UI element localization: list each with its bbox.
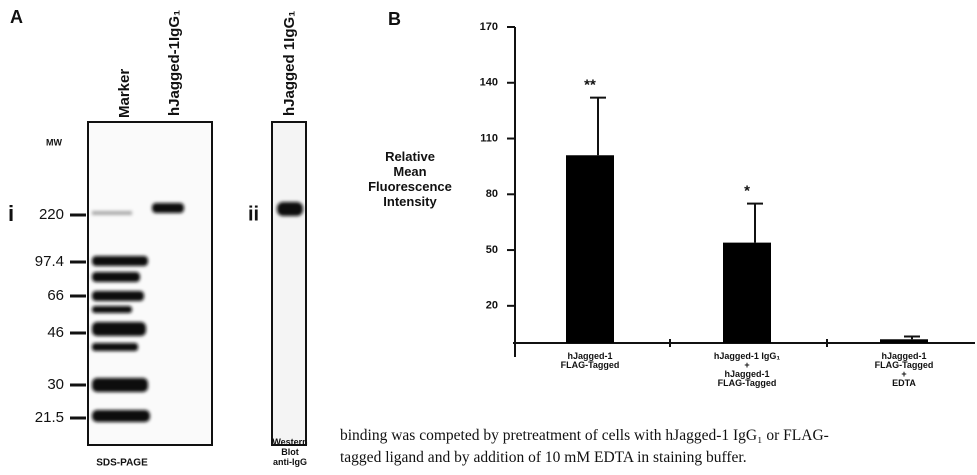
gel-ii-frame [271,121,307,446]
bar [566,155,614,343]
mw-label: 66 [47,287,64,304]
gel-bands [92,202,303,422]
gel-label: ii [248,203,259,225]
gel-i-frame [87,121,213,446]
lane-label: hJagged 1IgG₁ [281,11,298,116]
y-tick-label: 110 [480,132,498,144]
gel-label: i [8,201,14,226]
mw-label: 46 [47,324,64,341]
mw-label: 30 [47,376,64,393]
lane-label: hJagged-1IgG₁ [166,10,183,116]
y-tick-label: 50 [486,244,498,256]
y-axis-label: Relative Mean Fluorescence Intensity [368,149,452,209]
x-tick-label: hJagged-1 FLAG-Tagged + EDTA [875,351,934,388]
bar [880,339,928,343]
significance: ** [584,77,596,94]
y-tick-label: 80 [486,188,498,200]
mw-label: 21.5 [35,409,64,426]
mw-heading: MW [46,137,62,147]
lane-label: Marker [116,69,133,118]
gel-caption: SDS-PAGE [96,458,148,469]
x-tick-label: hJagged-1 IgG₁ + hJagged-1 FLAG-Tagged [714,351,781,388]
caption-line: binding was competed by pretreatment of … [340,427,829,444]
mw-label: 220 [39,206,64,223]
mw-ticks [70,213,86,420]
y-tick-label: 20 [486,300,498,312]
gel-caption: Western Blot anti-IgG [272,437,307,467]
x-tick-label: hJagged-1 FLAG-Tagged [561,351,620,370]
bar [723,242,771,343]
y-tick-label: 170 [480,21,498,33]
significance: * [744,183,750,200]
y-tick-label: 140 [480,77,498,89]
mw-label: 97.4 [35,253,64,270]
caption-line: tagged ligand and by addition of 10 mM E… [340,449,747,466]
panel-label: B [388,9,401,29]
panel-label: A [10,7,23,27]
